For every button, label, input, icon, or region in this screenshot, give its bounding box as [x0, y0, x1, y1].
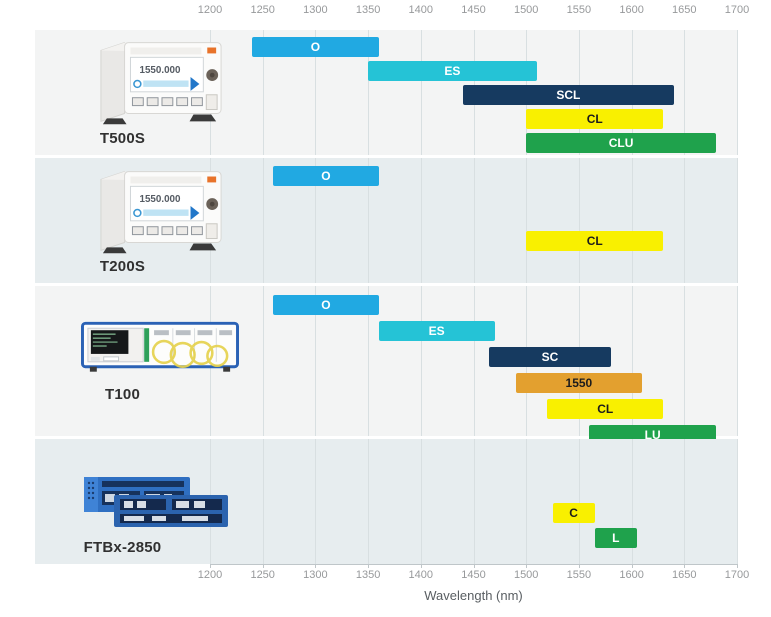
gridline — [262, 30, 264, 155]
band-bar-cl: CL — [526, 230, 664, 251]
gridline — [526, 439, 528, 564]
gridline — [262, 439, 264, 564]
product-row: FTBx-2850 C L — [35, 439, 738, 564]
product-name-label: T100 — [105, 386, 140, 403]
top-axis-tick-label: 1700 — [724, 4, 750, 16]
gridline — [420, 158, 422, 283]
x-axis-tick — [631, 564, 633, 568]
band-bar-o: O — [273, 166, 379, 186]
benchtop-tunable-laser-image: 1550.000 — [97, 34, 225, 131]
x-axis-tick — [262, 564, 264, 568]
x-axis-tick — [684, 564, 686, 568]
band-bar-es: ES — [378, 321, 495, 341]
top-axis-tick-label: 1450 — [461, 4, 486, 16]
rack-tunable-laser-image — [80, 319, 239, 380]
gridline — [737, 158, 738, 283]
top-axis-tick-label: 1500 — [513, 4, 539, 16]
bottom-axis-tick-label: 1400 — [408, 569, 434, 581]
gridline — [262, 158, 264, 283]
bottom-axis-tick-label: 1300 — [303, 569, 328, 581]
gridline — [368, 439, 370, 564]
gridline — [737, 286, 738, 436]
benchtop-tunable-laser-image: 1550.000 — [97, 163, 225, 260]
band-bar-sc: SC — [489, 347, 611, 367]
x-axis-tick — [315, 564, 317, 568]
top-axis-tick-label: 1600 — [619, 4, 644, 16]
band-bar-l: L — [594, 528, 637, 549]
product-name-label: T200S — [99, 258, 146, 275]
bottom-axis-tick-label: 1250 — [250, 569, 275, 581]
top-axis-tick-label: 1300 — [303, 4, 328, 16]
x-axis-tick — [526, 564, 528, 568]
gridline — [578, 439, 580, 564]
gridline — [368, 30, 370, 155]
band-bar-o: O — [273, 295, 379, 315]
x-axis-tick — [210, 564, 211, 568]
bottom-axis-tick-label: 1700 — [724, 569, 750, 581]
band-bar-o: O — [252, 37, 379, 57]
svg-text:1550.000: 1550.000 — [140, 65, 182, 76]
gridline — [420, 439, 422, 564]
band-bar-cl: CL — [547, 399, 664, 419]
bottom-axis-tick-label: 1650 — [672, 569, 697, 581]
x-axis-title: Wavelength (nm) — [424, 588, 523, 603]
band-bar-cl: CL — [526, 109, 664, 129]
top-axis-tick-label: 1250 — [250, 4, 275, 16]
bottom-axis-tick-label: 1500 — [513, 569, 539, 581]
gridline — [631, 286, 633, 436]
gridline — [526, 158, 528, 283]
product-row: 1550.000 T500S O ES SCL CL CLU — [35, 30, 738, 155]
gridline — [262, 286, 264, 436]
svg-text:1550.000: 1550.000 — [140, 194, 182, 205]
gridline — [315, 30, 317, 155]
gridline — [473, 286, 475, 436]
top-axis-tick-label: 1350 — [355, 4, 381, 16]
product-name-label: FTBx-2850 — [83, 539, 162, 556]
bottom-axis-tick-label: 1600 — [619, 569, 644, 581]
gridline — [578, 158, 580, 283]
gridline — [315, 439, 317, 564]
gridline — [737, 439, 738, 564]
x-axis-tick — [578, 564, 580, 568]
band-bar-clu: CLU — [526, 133, 716, 153]
gridline — [473, 158, 475, 283]
gridline — [420, 30, 422, 155]
top-axis-tick-label: 1200 — [197, 4, 223, 16]
gridline — [420, 286, 422, 436]
gridline — [631, 158, 633, 283]
gridline — [684, 286, 686, 436]
product-name-label: T500S — [99, 130, 146, 147]
gridline — [684, 158, 686, 283]
bottom-axis-tick-label: 1550 — [566, 569, 592, 581]
bottom-axis-tick-label: 1350 — [355, 569, 381, 581]
bottom-axis-tick-label: 1200 — [197, 569, 223, 581]
bottom-axis-tick-label: 1450 — [461, 569, 486, 581]
gridline — [684, 439, 686, 564]
top-axis-tick-label: 1550 — [566, 4, 592, 16]
x-axis-tick — [737, 564, 738, 568]
band-bar-1550: 1550 — [515, 373, 643, 393]
band-bar-c: C — [552, 502, 595, 523]
x-axis-tick — [368, 564, 370, 568]
product-row: T100 O ES SC 1550 CL LU — [35, 286, 738, 445]
gridline — [631, 439, 633, 564]
gridline — [368, 286, 370, 436]
module-card-image — [81, 470, 233, 537]
band-bar-scl: SCL — [462, 85, 674, 105]
gridline — [315, 286, 317, 436]
band-bar-es: ES — [368, 61, 537, 81]
top-axis-tick-label: 1650 — [672, 4, 697, 16]
x-axis-tick — [420, 564, 422, 568]
gridline — [368, 158, 370, 283]
gridline — [737, 30, 738, 155]
gridline — [473, 439, 475, 564]
product-row: 1550.000 T200S O CL — [35, 158, 738, 283]
gridline — [315, 158, 317, 283]
x-axis-tick — [473, 564, 475, 568]
top-axis-tick-label: 1400 — [408, 4, 434, 16]
gridline — [684, 30, 686, 155]
